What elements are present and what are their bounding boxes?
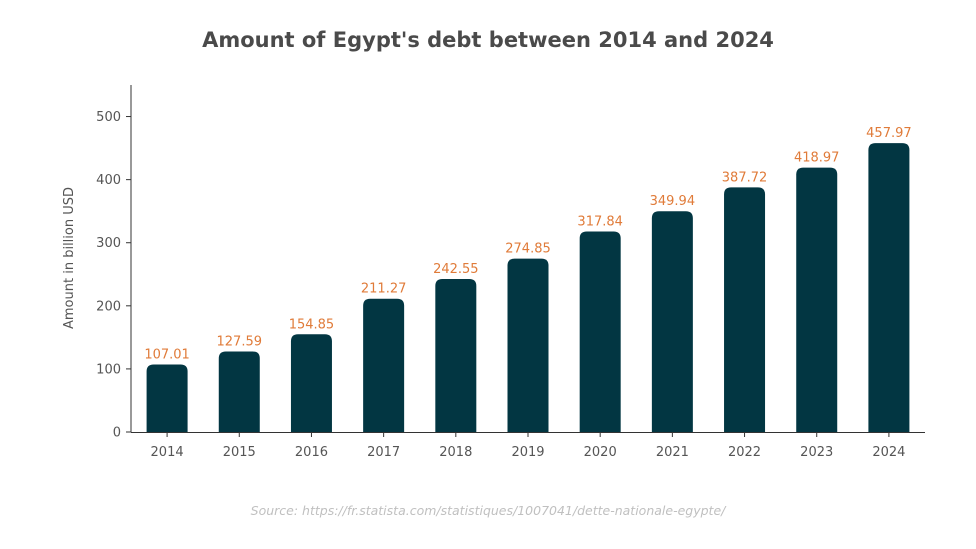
x-tick-label: 2014 [151, 445, 184, 460]
x-tick-label: 2017 [367, 445, 400, 460]
value-label: 211.27 [361, 282, 407, 297]
chart-title: Amount of Egypt's debt between 2014 and … [202, 28, 774, 52]
bar [146, 364, 188, 432]
y-tick-label: 0 [113, 426, 121, 441]
value-label: 317.84 [577, 214, 623, 229]
value-label: 418.97 [794, 151, 840, 166]
x-tick-label: 2021 [656, 445, 689, 460]
value-labels-group: 107.01 127.59 154.85 211.27 242.55 274.85 317.… [144, 126, 911, 362]
bar [507, 258, 549, 432]
y-axis-title-group: Amount in billion USD [62, 187, 77, 329]
x-tick-label: 2023 [800, 445, 833, 460]
value-label: 274.85 [505, 242, 551, 257]
x-tick-label: 2020 [584, 445, 617, 460]
value-label: 107.01 [144, 347, 190, 362]
y-tick-label: 100 [96, 362, 121, 377]
value-label: 387.72 [722, 170, 768, 185]
x-tick-label: 2022 [728, 445, 761, 460]
bar [724, 187, 766, 432]
x-tick-label: 2015 [223, 445, 256, 460]
value-label: 154.85 [289, 317, 335, 332]
bar [435, 278, 477, 432]
x-tick-label: 2018 [439, 445, 472, 460]
bar [363, 298, 405, 432]
y-tick-label: 200 [96, 299, 121, 314]
source-note: Source: https://fr.statista.com/statisti… [250, 503, 726, 518]
x-axis: 2014 2015 2016 2017 2018 2019 2020 2021 2022 2023… [151, 432, 905, 460]
bar [796, 167, 838, 432]
bar [868, 143, 910, 432]
x-tick-label: 2016 [295, 445, 328, 460]
y-tick-label: 500 [96, 110, 121, 125]
value-label: 457.97 [866, 126, 912, 141]
bar [290, 334, 332, 432]
y-tick-label: 400 [96, 173, 121, 188]
value-label: 127.59 [217, 335, 263, 350]
bar [651, 211, 693, 432]
value-label: 242.55 [433, 262, 479, 277]
x-tick-label: 2024 [872, 445, 905, 460]
bars-group [146, 143, 910, 432]
y-axis-title: Amount in billion USD [62, 187, 77, 329]
y-tick-label: 300 [96, 236, 121, 251]
bar [579, 231, 621, 432]
x-tick-label: 2019 [511, 445, 544, 460]
y-axis: 0 100 200 300 400 500 [96, 110, 131, 441]
value-label: 349.94 [650, 194, 696, 209]
bar [218, 351, 260, 432]
